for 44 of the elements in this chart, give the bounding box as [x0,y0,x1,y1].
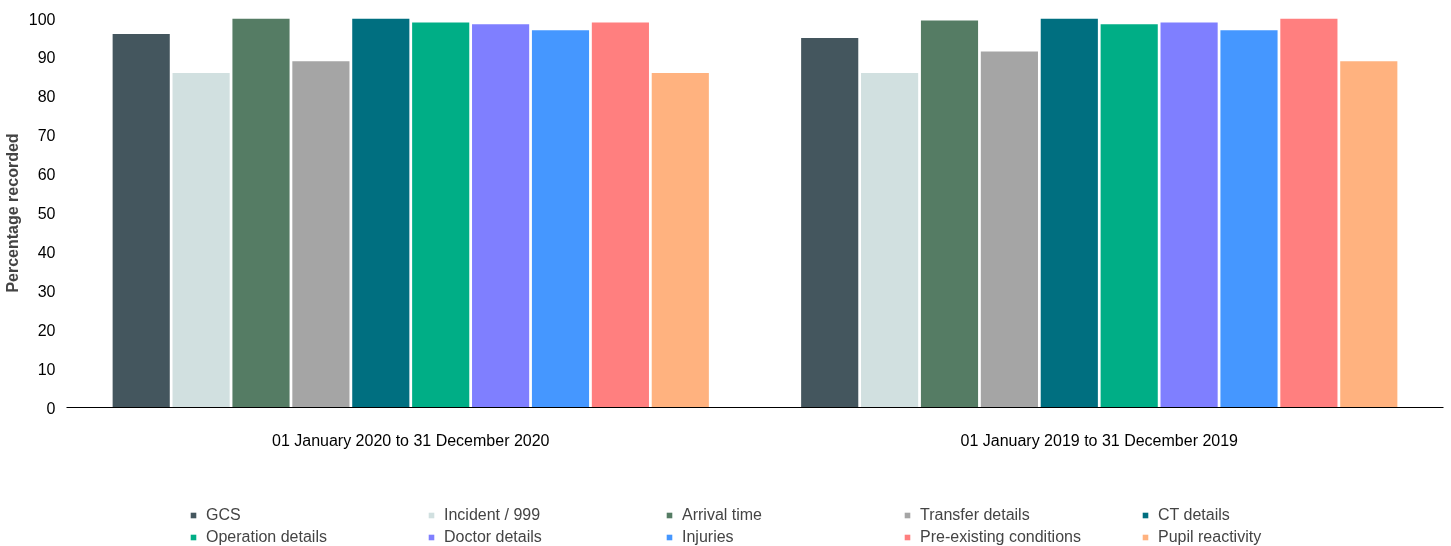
y-tick-label: 100 [28,10,56,28]
y-tick-label: 20 [37,321,56,339]
bar [112,34,170,408]
y-tick-label: 60 [37,166,56,184]
y-tick-label: 70 [37,127,56,145]
bar [1340,61,1398,408]
bar [1280,18,1338,408]
y-tick-label: 0 [46,399,56,417]
legend-label: Doctor details [444,528,543,546]
legend-label: GCS [206,506,242,524]
y-tick-label: 50 [37,205,56,222]
y-axis-title: Percentage recorded [3,133,21,293]
bar [861,72,919,408]
bar [920,20,979,408]
legend-label: Pre-existing conditions [920,528,1082,546]
legend-label: Injuries [682,528,735,546]
x-tick-label: 01 January 2019 to 31 December 2019 [960,431,1239,449]
legend-label: Transfer details [920,506,1031,524]
y-tick-label: 30 [37,282,56,300]
bar [472,24,530,408]
bar [980,51,1038,408]
y-tick-label: 90 [37,49,56,67]
bar [591,22,649,408]
y-tick-label: 10 [37,360,56,378]
x-tick-label: 01 January 2020 to 31 December 2020 [271,431,550,449]
legend-label: Incident / 999 [444,506,542,524]
bar [412,22,470,408]
bar [292,61,350,408]
bar [1040,18,1098,408]
bar [651,72,709,408]
bar [1220,30,1278,408]
bar [172,72,230,408]
bar [232,18,290,408]
y-tick-label: 80 [37,88,56,106]
bar [1100,24,1158,408]
legend-label: Operation details [206,528,328,546]
legend-label: Pupil reactivity [1158,528,1263,546]
legend-label: CT details [1158,506,1231,524]
bar [1160,22,1218,408]
bar [531,30,590,408]
y-tick-label: 40 [37,243,56,261]
bar [801,37,859,408]
legend-label: Arrival time [682,506,763,524]
bar [352,18,410,408]
